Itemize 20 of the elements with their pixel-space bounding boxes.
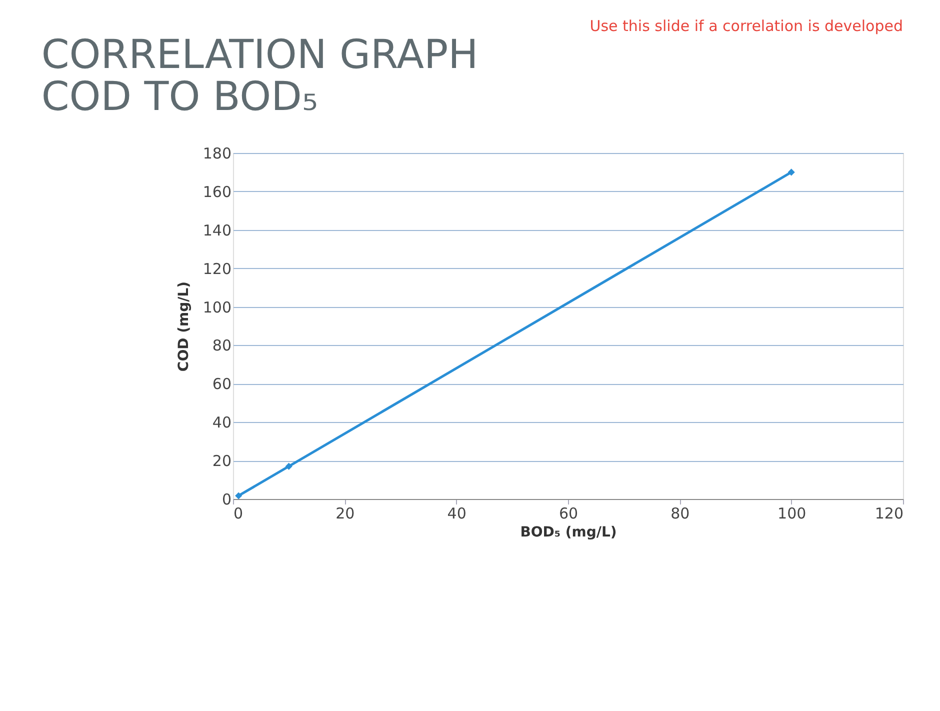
y-axis-title: COD (mg/L) [176,281,192,372]
x-axis-title: BOD₅ (mg/L) [520,524,617,540]
y-tick-label: 60 [212,375,232,394]
x-tick-label: 60 [558,504,578,522]
x-tick-label: 20 [336,504,355,522]
y-tick-label: 100 [202,298,232,316]
y-tick-label: 40 [212,414,232,432]
y-tick-label: 140 [202,221,232,240]
y-tick-label: 0 [222,490,232,508]
y-tick-label: 120 [202,260,232,278]
text: Use this slide if a correlation is developed [590,17,903,35]
x-tick-label: 80 [670,504,690,522]
y-tick-label: 160 [202,182,232,201]
y-tick-label: 180 [202,144,232,162]
y-tick-label: 80 [212,336,232,355]
x-tick-label: 40 [447,504,466,522]
x-tick-label: 100 [778,504,806,522]
x-tick-label: 0 [234,504,244,522]
x-tick-label: 120 [874,504,904,522]
y-tick-label: 20 [212,452,232,470]
